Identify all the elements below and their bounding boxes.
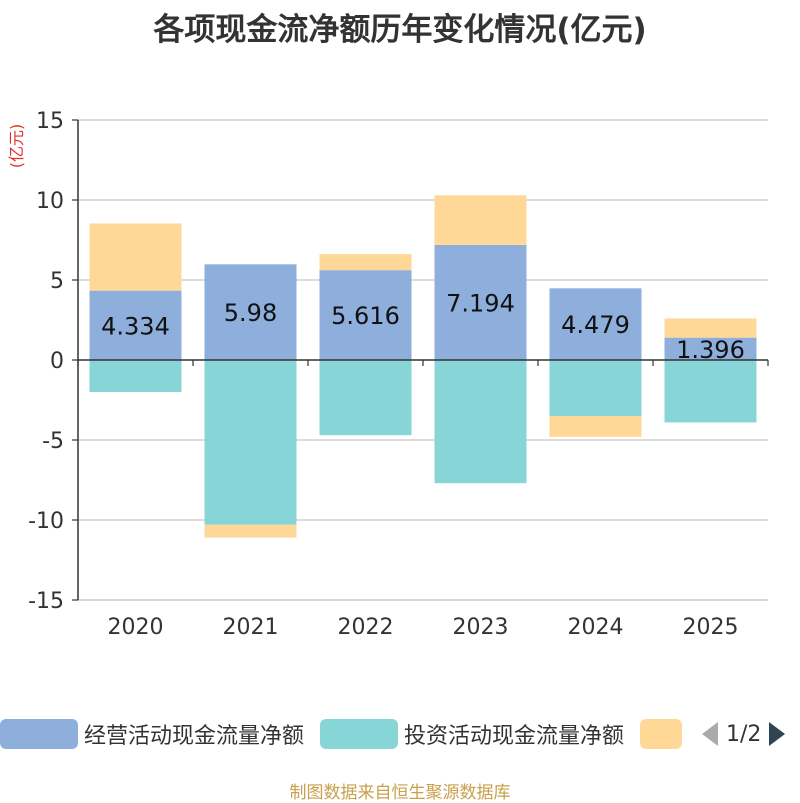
data-label-2020: 4.334 bbox=[101, 312, 170, 340]
y-tick-label: 15 bbox=[36, 109, 64, 134]
x-tick-label-2020: 2020 bbox=[108, 615, 164, 640]
label-layer: 4.334 5.98 5.616 7.194 4.479 1.396 bbox=[101, 289, 745, 363]
bar-2020-series-2[interactable] bbox=[89, 223, 182, 291]
bar-2024-series-1[interactable] bbox=[549, 360, 642, 416]
bar-2020-series-1[interactable] bbox=[89, 360, 182, 392]
legend: 经营活动现金流量净额 投资活动现金流量净额 1/2 bbox=[0, 716, 800, 752]
y-tick-label: -10 bbox=[28, 509, 64, 534]
data-label-2022: 5.616 bbox=[331, 302, 400, 330]
legend-page-indicator: 1/2 bbox=[726, 721, 762, 747]
data-label-2023: 7.194 bbox=[446, 289, 515, 317]
legend-label-investing: 投资活动现金流量净额 bbox=[404, 724, 625, 749]
bar-2025-series-1[interactable] bbox=[664, 360, 757, 423]
legend-prev-arrow-icon[interactable] bbox=[700, 720, 720, 748]
bar-2022-series-2[interactable] bbox=[319, 254, 412, 271]
bar-2021-series-2[interactable] bbox=[204, 524, 297, 538]
bar-2025-series-0[interactable] bbox=[664, 337, 757, 360]
bar-2025-series-2[interactable] bbox=[664, 318, 757, 338]
legend-label-operating: 经营活动现金流量净额 bbox=[84, 724, 305, 749]
bar-2021-series-0[interactable] bbox=[204, 264, 297, 360]
y-tick-label: 0 bbox=[50, 349, 64, 374]
y-axis-label: (亿元) bbox=[7, 124, 26, 169]
y-tick-label: 5 bbox=[50, 269, 64, 294]
bar-2020-series-0[interactable] bbox=[89, 290, 182, 360]
x-tick-label-2024: 2024 bbox=[568, 615, 624, 640]
bar-2023-series-0[interactable] bbox=[434, 244, 527, 360]
bar-2021-series-1[interactable] bbox=[204, 360, 297, 525]
bar-2023-series-2[interactable] bbox=[434, 195, 527, 245]
x-tick-label-2022: 2022 bbox=[338, 615, 394, 640]
legend-item-investing[interactable]: 投资活动现金流量净额 bbox=[320, 716, 624, 752]
legend-item-financing[interactable] bbox=[640, 716, 682, 752]
bar-2024-series-0[interactable] bbox=[549, 288, 642, 360]
bar-2022-series-1[interactable] bbox=[319, 360, 412, 436]
grid-layer bbox=[78, 119, 768, 601]
x-tick-label-2025: 2025 bbox=[683, 615, 739, 640]
chart-title: 各项现金流净额历年变化情况(亿元) bbox=[153, 12, 647, 48]
bar-2022-series-0[interactable] bbox=[319, 270, 412, 360]
data-label-2021: 5.98 bbox=[224, 299, 277, 327]
legend-pager: 1/2 bbox=[700, 716, 787, 752]
axis-layer: 15 10 5 0 -5 -10 -15 (亿元) 2020 2021 2022 2023 2024 20… bbox=[7, 109, 769, 640]
x-tick-label-2023: 2023 bbox=[453, 615, 509, 640]
legend-swatch-financing bbox=[640, 719, 682, 749]
bar-2023-series-1[interactable] bbox=[434, 360, 527, 484]
chart-canvas: 15 10 5 0 -5 -10 -15 (亿元) 2020 2021 2022 2023 2024 20… bbox=[7, 109, 769, 640]
data-label-2024: 4.479 bbox=[561, 311, 630, 339]
legend-next-arrow-icon[interactable] bbox=[767, 720, 787, 748]
data-label-2025: 1.396 bbox=[676, 336, 745, 364]
legend-swatch-investing bbox=[320, 719, 398, 749]
bar-layer bbox=[89, 195, 757, 538]
data-source-note: 制图数据来自恒生聚源数据库 bbox=[289, 783, 511, 803]
y-tick-label: -5 bbox=[42, 429, 64, 454]
bar-2024-series-2[interactable] bbox=[549, 416, 642, 437]
y-tick-label: -15 bbox=[28, 589, 64, 614]
legend-swatch-operating bbox=[0, 719, 78, 749]
legend-item-operating[interactable]: 经营活动现金流量净额 bbox=[0, 716, 304, 752]
y-tick-label: 10 bbox=[36, 189, 64, 214]
x-tick-label-2021: 2021 bbox=[223, 615, 279, 640]
